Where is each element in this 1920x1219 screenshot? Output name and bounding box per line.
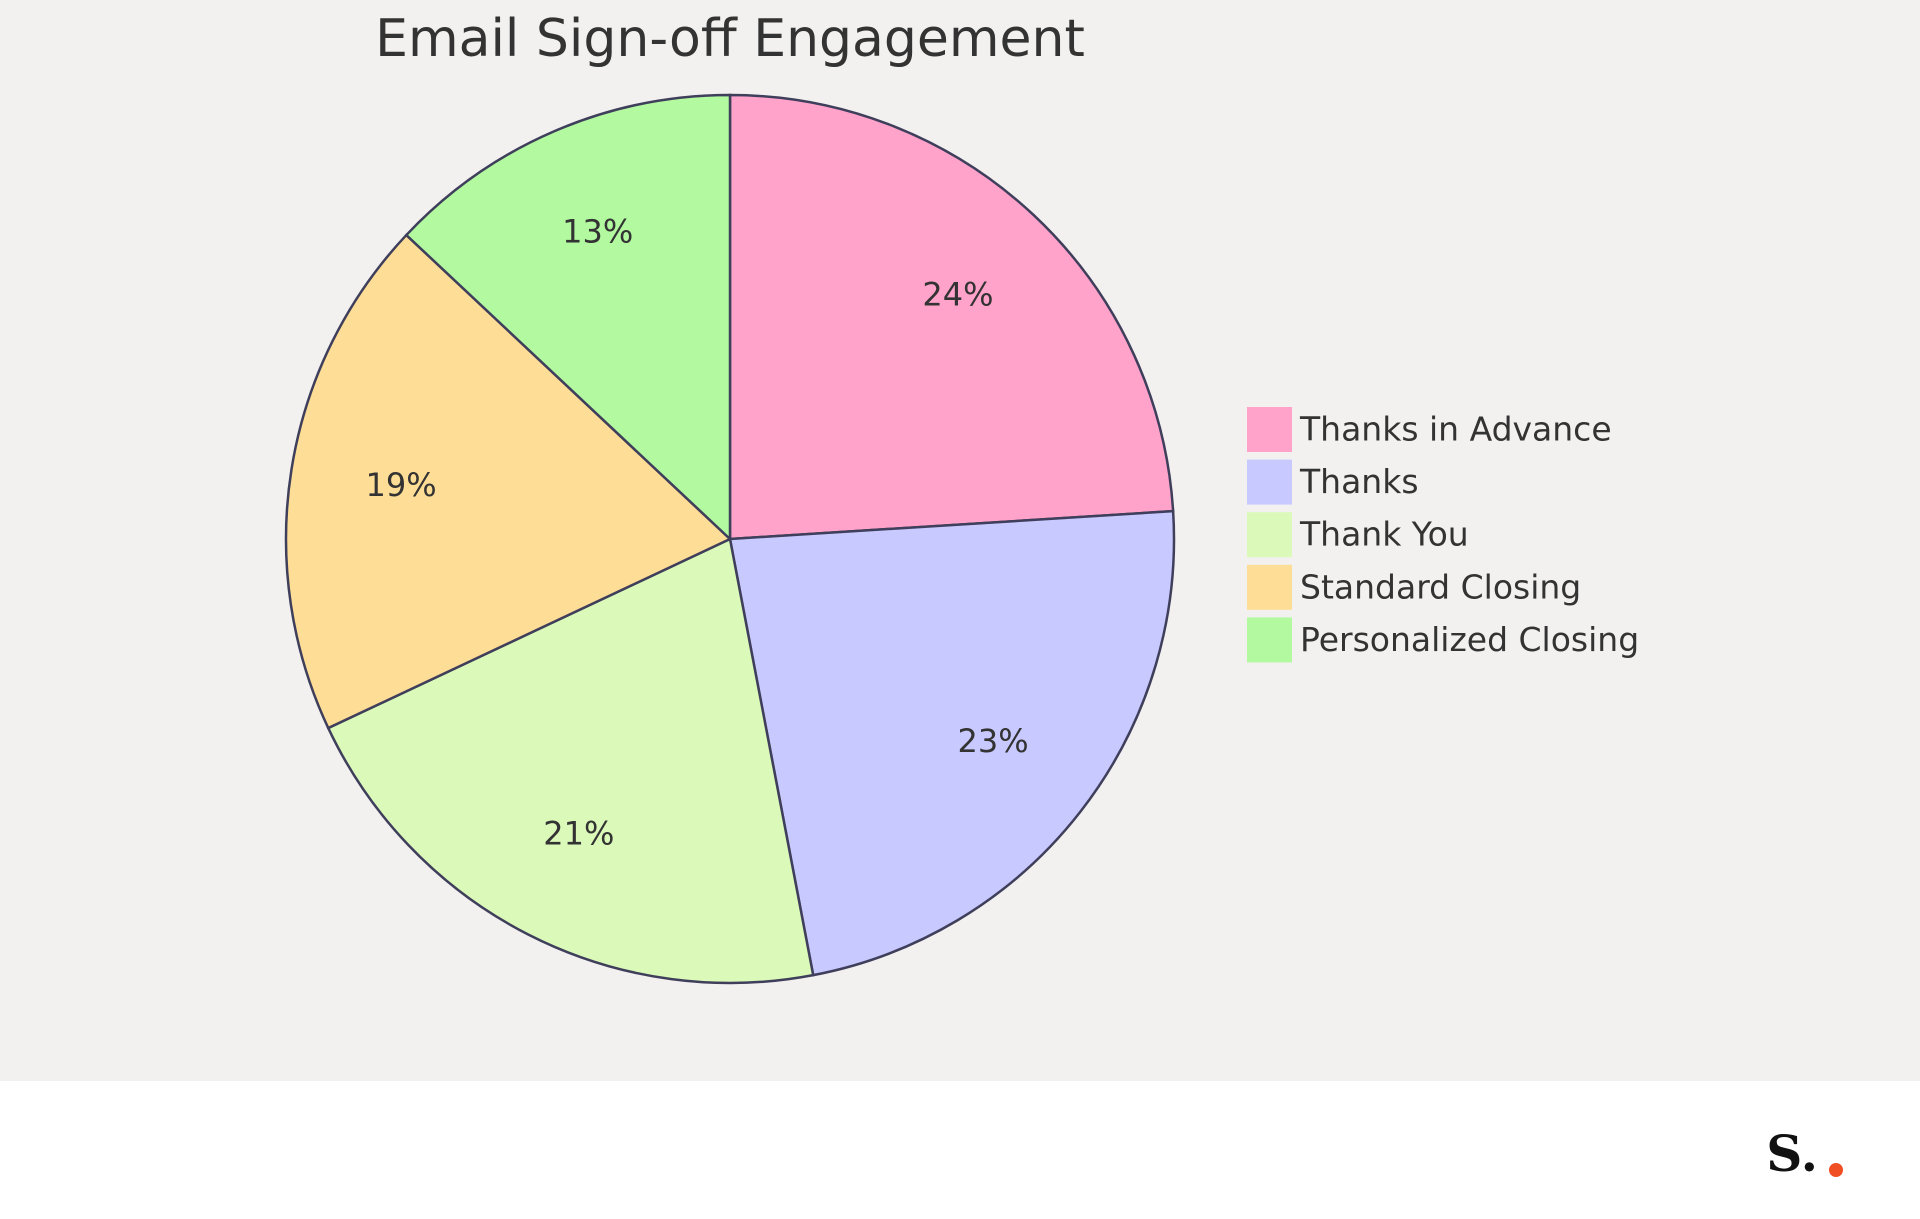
legend-label: Thanks (1299, 462, 1419, 501)
legend-swatch (1247, 617, 1292, 663)
legend-label: Thanks in Advance (1299, 410, 1612, 449)
pie-slice (284, 233, 733, 730)
legend-label: Thank You (1299, 515, 1469, 554)
data-label: 24% (922, 275, 993, 313)
data-label: 13% (562, 212, 633, 250)
legend-swatch (1247, 459, 1292, 505)
legend-swatch (1247, 512, 1292, 558)
footer: S. (1766, 1124, 1818, 1183)
pie-slice (404, 93, 732, 542)
data-label: 21% (543, 815, 614, 853)
legend-label: Standard Closing (1300, 567, 1581, 606)
legend-swatch (1247, 407, 1292, 452)
logo: S. (1766, 1124, 1818, 1183)
legend-swatch (1247, 564, 1292, 610)
chart-title: Email Sign-off Engagement (375, 9, 1085, 69)
pie-slice (728, 93, 1175, 541)
data-label: 23% (958, 722, 1029, 760)
pie-slice (728, 509, 1176, 977)
legend-label: Personalized Closing (1300, 620, 1639, 659)
pie-slice (326, 537, 815, 985)
logo-dot (1829, 1163, 1843, 1177)
data-label: 19% (366, 466, 437, 504)
